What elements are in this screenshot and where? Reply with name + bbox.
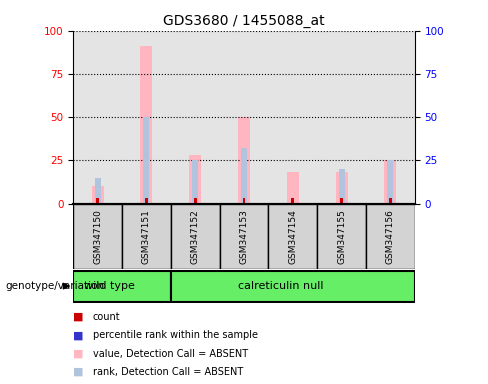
Bar [366,204,415,269]
Bar [92,186,104,204]
Bar [143,117,149,204]
Text: ■: ■ [73,330,84,340]
Bar [340,199,343,204]
Bar [339,169,345,204]
Text: GSM347156: GSM347156 [386,209,395,263]
Text: wild type: wild type [84,281,135,291]
Bar [287,172,299,204]
Bar [145,199,148,204]
Text: GSM347153: GSM347153 [240,209,248,263]
Bar [73,204,122,269]
Bar [336,172,347,204]
Bar [122,31,171,204]
Text: ■: ■ [73,349,84,359]
Bar [73,271,171,302]
Bar [268,204,317,269]
Bar [238,117,250,204]
Text: ■: ■ [73,312,84,322]
Bar [317,31,366,204]
Text: count: count [93,312,121,322]
Bar [291,199,294,204]
Bar [171,271,415,302]
Title: GDS3680 / 1455088_at: GDS3680 / 1455088_at [163,14,325,28]
Text: calreticulin null: calreticulin null [238,281,324,291]
Text: value, Detection Call = ABSENT: value, Detection Call = ABSENT [93,349,248,359]
Bar [73,31,122,204]
Bar [385,161,396,204]
Bar [243,199,245,204]
Text: GSM347152: GSM347152 [191,209,200,263]
Text: GSM347155: GSM347155 [337,209,346,263]
Text: percentile rank within the sample: percentile rank within the sample [93,330,258,340]
Bar [220,31,268,204]
Bar [189,155,202,204]
Bar [192,161,198,204]
Bar [194,199,197,204]
Bar [122,204,171,269]
Bar [268,31,317,204]
Text: GSM347150: GSM347150 [93,209,102,263]
Bar [387,161,393,204]
Bar [95,178,101,204]
Text: genotype/variation: genotype/variation [5,281,104,291]
Bar [241,148,247,204]
Bar [389,199,392,204]
Text: GSM347151: GSM347151 [142,209,151,263]
Bar [96,199,99,204]
Bar [171,204,220,269]
Text: ■: ■ [73,367,84,377]
Bar [366,31,415,204]
Text: GSM347154: GSM347154 [288,209,297,263]
Bar [141,46,152,204]
Bar [220,204,268,269]
Text: rank, Detection Call = ABSENT: rank, Detection Call = ABSENT [93,367,243,377]
Bar [171,31,220,204]
Bar [317,204,366,269]
